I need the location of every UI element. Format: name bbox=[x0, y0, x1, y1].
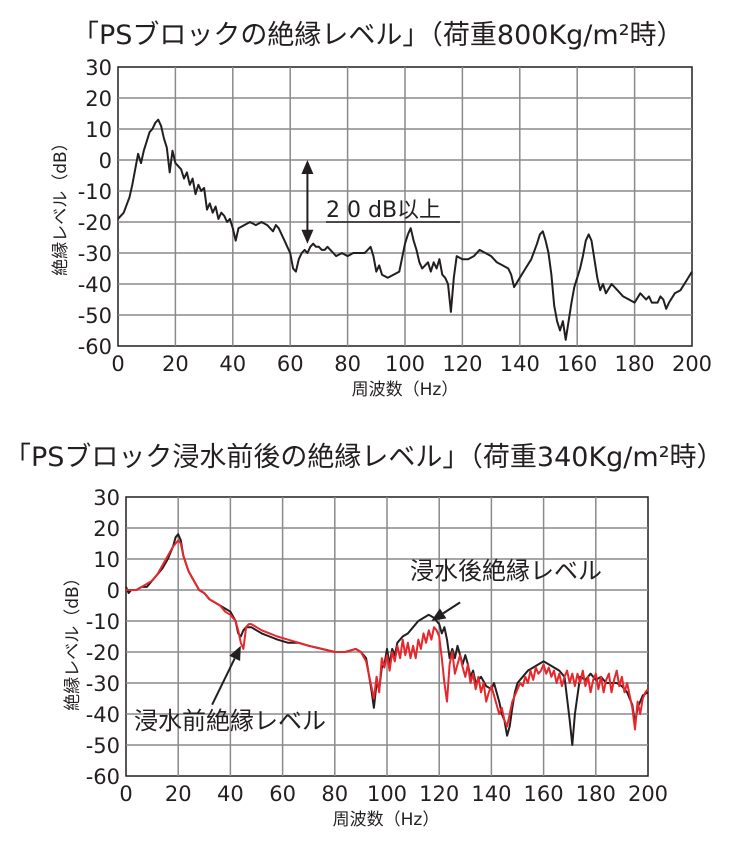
callout-arrow-line bbox=[442, 601, 461, 615]
y-tick-label: 30 bbox=[85, 56, 112, 80]
chart-1-arrow-head-down bbox=[301, 229, 314, 244]
y-tick-label: 20 bbox=[93, 517, 120, 541]
chart-2-label-before: 浸水前絶縁レベル bbox=[134, 707, 326, 735]
x-tick-label: 0 bbox=[119, 782, 132, 806]
x-tick-label: 180 bbox=[615, 352, 655, 376]
y-tick-label: -20 bbox=[86, 641, 120, 665]
y-tick-label: -40 bbox=[86, 703, 120, 727]
callout-arrow-line bbox=[211, 657, 236, 706]
y-tick-label: -60 bbox=[78, 335, 112, 359]
y-tick-label: 20 bbox=[85, 87, 112, 111]
chart-2-title: 「PSブロック浸水前後の絶縁レベル」（荷重340Kg/m²時） bbox=[4, 442, 724, 473]
chart-1: 「PSブロックの絶縁レベル」（荷重800Kg/m²時） 3020100-10-2… bbox=[51, 20, 712, 400]
x-tick-label: 120 bbox=[419, 782, 459, 806]
chart-1-xlabel: 周波数（Hz） bbox=[352, 380, 459, 400]
chart-1-grid bbox=[117, 66, 693, 347]
x-tick-label: 180 bbox=[576, 782, 616, 806]
x-tick-label: 100 bbox=[385, 352, 425, 376]
y-tick-label: -50 bbox=[78, 304, 112, 328]
chart-2-label-after: 浸水後絶縁レベル bbox=[410, 557, 602, 585]
chart-1-x-ticks: 0 20 40 60 80 100 120 140 160 180 200 bbox=[111, 352, 712, 376]
chart-2-label-arrows bbox=[211, 601, 461, 706]
chart-1-series-line bbox=[117, 118, 693, 341]
x-tick-label: 60 bbox=[277, 352, 304, 376]
chart-1-y-ticks: 30 20 10 0 -10 -20 -30 -40 -50 -60 bbox=[78, 56, 112, 359]
y-tick-label: -60 bbox=[86, 765, 120, 789]
chart-2-series-before-line bbox=[126, 539, 649, 731]
y-tick-label: 10 bbox=[85, 118, 112, 142]
chart-1-annotation-text: 2 0 dB以上 bbox=[326, 198, 441, 223]
chart-2-grid bbox=[125, 496, 649, 777]
callout-arrow-head bbox=[431, 608, 447, 621]
y-tick-label: 0 bbox=[107, 579, 120, 603]
chart-1-ylabel: 絶縁レベル（dB） bbox=[51, 134, 71, 275]
y-tick-label: -20 bbox=[78, 211, 112, 235]
x-tick-label: 20 bbox=[162, 352, 189, 376]
x-tick-label: 60 bbox=[269, 782, 296, 806]
chart-2-ylabel: 絶縁レベル（dB） bbox=[63, 569, 83, 710]
x-tick-label: 140 bbox=[500, 352, 540, 376]
chart-2: 「PSブロック浸水前後の絶縁レベル」（荷重340Kg/m²時） 3020100-… bbox=[4, 442, 724, 830]
chart-1-arrow-head-up bbox=[301, 160, 314, 174]
chart-2-y-ticks: 30 20 10 0 -10 -20 -30 -40 -50 -60 bbox=[86, 486, 120, 789]
x-tick-label: 40 bbox=[217, 782, 244, 806]
x-tick-label: 200 bbox=[672, 352, 712, 376]
x-tick-label: 160 bbox=[557, 352, 597, 376]
x-tick-label: 40 bbox=[219, 352, 246, 376]
x-tick-label: 20 bbox=[165, 782, 192, 806]
x-tick-label: 80 bbox=[334, 352, 361, 376]
chart-2-x-ticks: 0 20 40 60 80 100 120 140 160 180 200 bbox=[119, 782, 668, 806]
chart-2-xlabel: 周波数（Hz） bbox=[333, 810, 440, 830]
y-tick-label: -10 bbox=[78, 180, 112, 204]
y-tick-label: -30 bbox=[78, 242, 112, 266]
y-tick-label: -40 bbox=[78, 273, 112, 297]
x-tick-label: 100 bbox=[367, 782, 407, 806]
y-tick-label: 10 bbox=[93, 548, 120, 572]
y-tick-label: -10 bbox=[86, 610, 120, 634]
y-tick-label: -50 bbox=[86, 734, 120, 758]
x-tick-label: 140 bbox=[471, 782, 511, 806]
x-tick-label: 120 bbox=[442, 352, 482, 376]
callout-arrow-head bbox=[229, 645, 241, 662]
x-tick-label: 80 bbox=[321, 782, 348, 806]
x-tick-label: 0 bbox=[111, 352, 124, 376]
chart-1-annotation-arrow bbox=[301, 160, 314, 244]
x-tick-label: 200 bbox=[628, 782, 668, 806]
y-tick-label: 0 bbox=[99, 149, 112, 173]
y-tick-label: 30 bbox=[93, 486, 120, 510]
x-tick-label: 160 bbox=[524, 782, 564, 806]
chart-1-title: 「PSブロックの絶縁レベル」（荷重800Kg/m²時） bbox=[72, 20, 684, 51]
y-tick-label: -30 bbox=[86, 672, 120, 696]
